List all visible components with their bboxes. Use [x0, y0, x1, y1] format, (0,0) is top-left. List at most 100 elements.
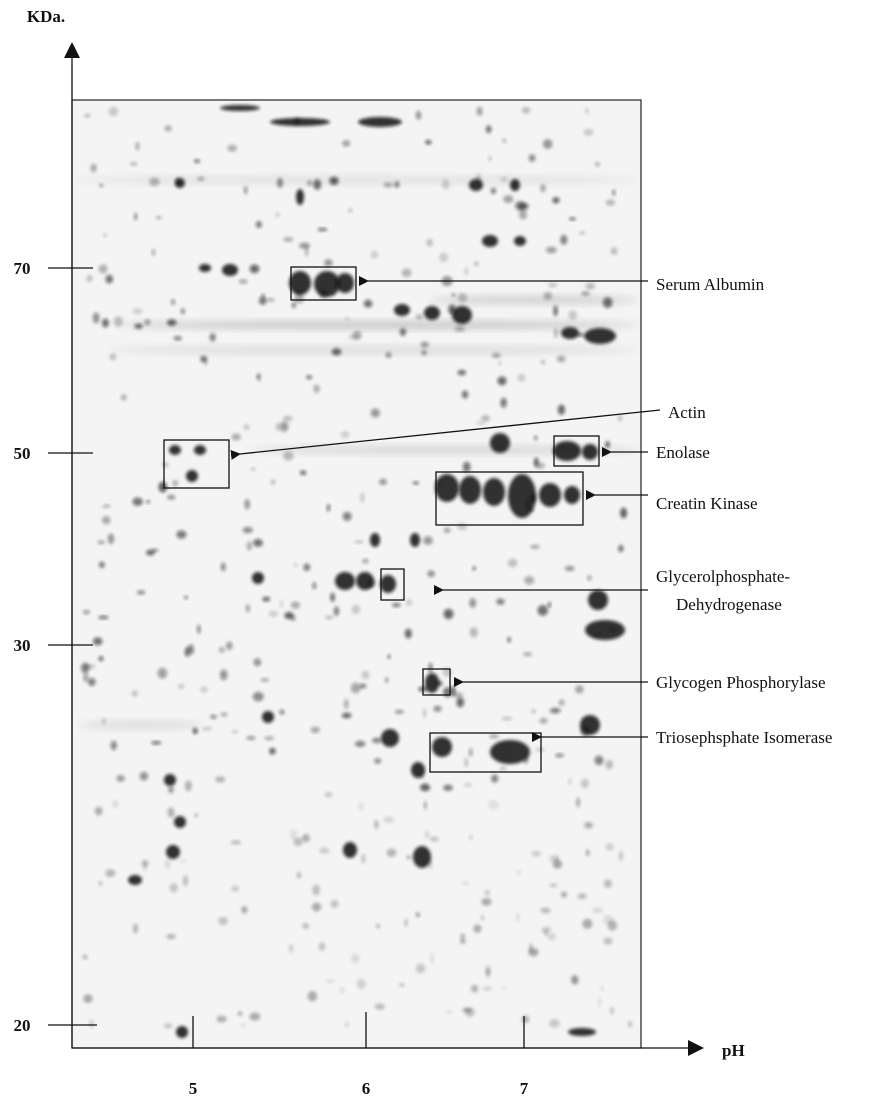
- spot: [460, 938, 465, 944]
- spot: [529, 154, 536, 162]
- spot: [581, 779, 589, 789]
- spot: [351, 954, 359, 964]
- spot: [425, 140, 431, 145]
- spot: [303, 563, 310, 571]
- spot: [383, 182, 393, 187]
- spot: [140, 772, 148, 780]
- spot: [547, 933, 556, 940]
- spot: [111, 741, 117, 750]
- spot: [169, 445, 181, 455]
- spot: [508, 474, 536, 518]
- spot: [619, 851, 623, 862]
- spot: [82, 955, 87, 960]
- spot: [604, 880, 612, 888]
- spot: [351, 683, 361, 693]
- spot: [463, 462, 471, 473]
- spot: [252, 572, 264, 584]
- spot: [241, 906, 247, 914]
- spot: [158, 668, 167, 679]
- annotation: Glycogen Phosphorylase: [656, 673, 826, 692]
- spot: [313, 384, 320, 393]
- spot: [164, 774, 176, 786]
- spot: [484, 890, 490, 896]
- spot: [580, 232, 586, 235]
- spot: [461, 882, 469, 885]
- spot: [618, 415, 622, 422]
- spot: [595, 756, 604, 766]
- spot: [360, 684, 367, 688]
- spot: [330, 593, 335, 602]
- spot: [584, 328, 616, 344]
- spot: [606, 200, 615, 206]
- spot: [497, 377, 506, 386]
- spot: [490, 740, 530, 764]
- spot: [548, 602, 551, 608]
- spot: [289, 271, 311, 295]
- spot: [336, 273, 354, 293]
- spot: [381, 729, 399, 747]
- spot: [443, 785, 453, 791]
- spot: [582, 919, 592, 929]
- spot: [476, 421, 486, 424]
- spot: [202, 727, 212, 731]
- spot: [383, 816, 394, 823]
- y-tick-label: 50: [14, 444, 31, 463]
- spot: [552, 197, 559, 203]
- spot: [99, 656, 104, 661]
- spot: [102, 319, 109, 328]
- spot: [221, 712, 228, 717]
- spot: [197, 177, 204, 181]
- spot: [522, 107, 531, 113]
- spot: [344, 699, 349, 710]
- spot: [197, 625, 200, 634]
- spot: [469, 179, 483, 191]
- spot: [103, 233, 107, 237]
- spot: [568, 310, 577, 320]
- spot: [340, 987, 345, 994]
- annotation: Glycerolphosphate-: [656, 567, 790, 586]
- spot: [342, 713, 352, 719]
- spot: [500, 767, 507, 770]
- spot: [179, 859, 186, 863]
- spot: [518, 374, 526, 382]
- spot: [174, 336, 182, 340]
- spot: [392, 603, 401, 607]
- spot: [134, 213, 137, 221]
- spot: [88, 678, 96, 686]
- spot: [605, 843, 613, 851]
- spot: [253, 692, 264, 702]
- spot: [164, 1023, 173, 1028]
- annotation: Serum Albumin: [656, 275, 765, 294]
- spot: [481, 898, 491, 906]
- spot: [422, 350, 427, 355]
- spot: [481, 415, 490, 421]
- spot: [176, 1026, 188, 1038]
- spot: [564, 486, 580, 504]
- spot: [387, 655, 390, 659]
- spot: [106, 275, 114, 284]
- spot: [128, 875, 142, 885]
- spot: [473, 566, 476, 570]
- spot: [529, 943, 532, 952]
- spot: [412, 481, 419, 484]
- spot: [103, 505, 111, 508]
- spot: [429, 663, 433, 673]
- spot: [184, 596, 188, 599]
- spot: [361, 854, 365, 864]
- spot: [553, 441, 581, 461]
- spot: [431, 953, 434, 963]
- spot: [548, 283, 557, 287]
- spot: [102, 718, 106, 725]
- spot: [135, 324, 143, 329]
- spot: [435, 474, 459, 502]
- spot: [415, 314, 423, 319]
- spot: [534, 457, 539, 466]
- spot: [279, 710, 284, 715]
- spot: [603, 297, 613, 308]
- spot: [612, 189, 615, 195]
- spot: [221, 562, 226, 571]
- spot: [550, 708, 561, 713]
- spot: [168, 786, 174, 793]
- spot: [473, 924, 481, 932]
- spot: [540, 360, 545, 364]
